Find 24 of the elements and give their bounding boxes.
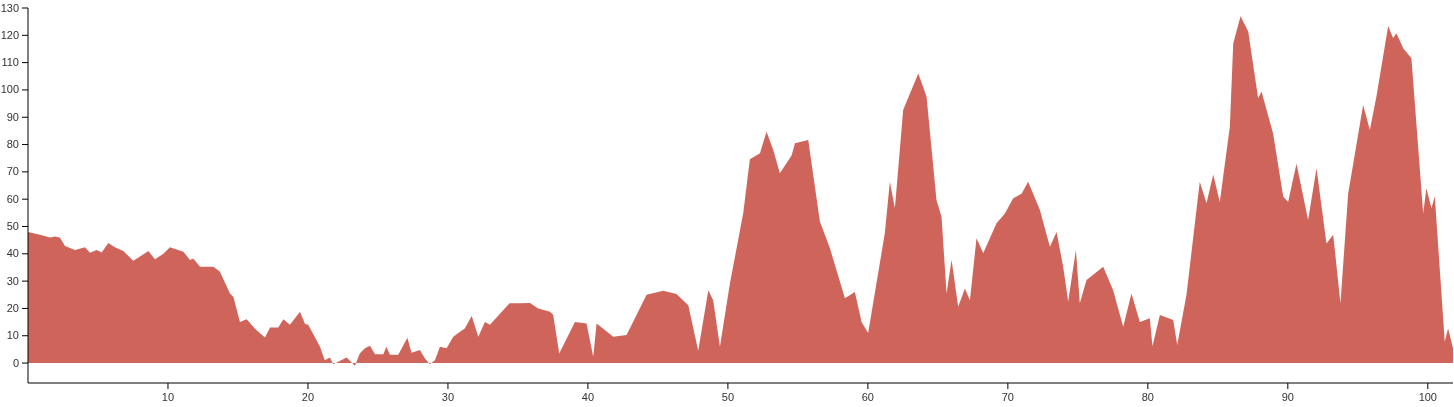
x-tick-label: 40 bbox=[581, 391, 595, 403]
x-tick-label: 30 bbox=[441, 391, 455, 403]
x-tick-label: 20 bbox=[301, 391, 315, 403]
x-tick-label: 70 bbox=[1001, 391, 1014, 403]
x-tick-label: 100 bbox=[1418, 391, 1437, 403]
y-tick-label: 130 bbox=[0, 1, 19, 14]
y-tick-label: 120 bbox=[0, 28, 19, 41]
y-tick-label: 100 bbox=[0, 83, 19, 96]
x-tick-label: 90 bbox=[1281, 391, 1294, 403]
x-tick-label: 10 bbox=[161, 391, 175, 403]
y-tick-label: 60 bbox=[6, 192, 19, 205]
y-tick-label: 20 bbox=[6, 301, 19, 314]
y-tick-label: 0 bbox=[12, 356, 19, 369]
y-tick-label: 80 bbox=[6, 138, 19, 151]
x-tick-label: 60 bbox=[861, 391, 875, 403]
x-tick-label: 80 bbox=[1141, 391, 1154, 403]
y-tick-label: 90 bbox=[6, 110, 19, 123]
y-tick-label: 70 bbox=[6, 165, 19, 178]
y-tick-label: 40 bbox=[6, 247, 19, 260]
x-tick-label: 50 bbox=[721, 391, 735, 403]
y-tick-label: 110 bbox=[1, 56, 19, 69]
y-tick-label: 30 bbox=[6, 274, 19, 287]
y-tick-label: 10 bbox=[6, 329, 19, 342]
y-tick-label: 50 bbox=[6, 220, 19, 233]
